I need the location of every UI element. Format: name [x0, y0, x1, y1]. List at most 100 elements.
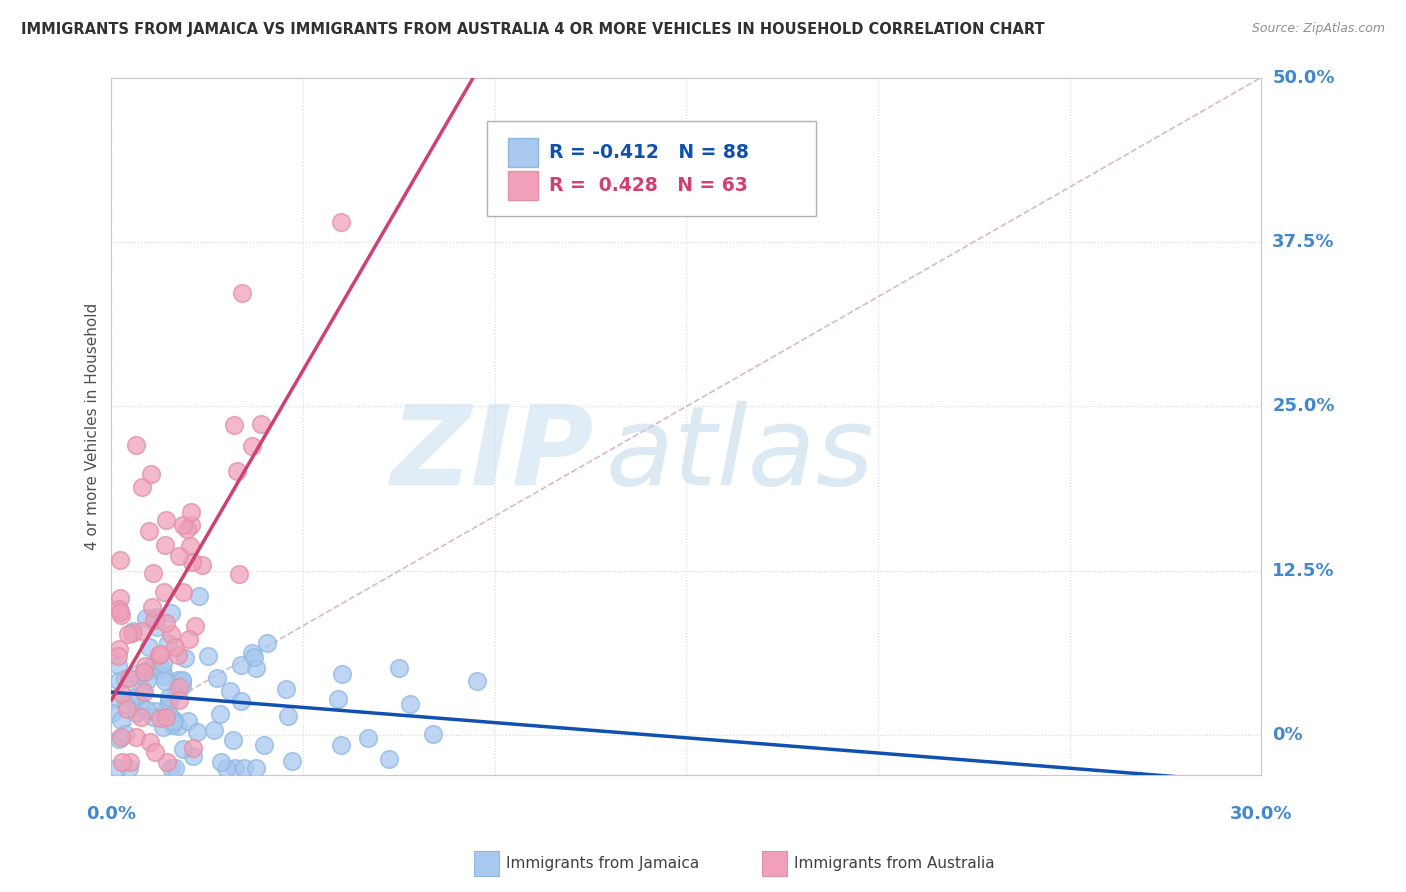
Point: [135, 673, 157, 688]
Point: [218, 684, 240, 698]
Point: [138, 524, 160, 539]
Point: [357, 731, 380, 745]
Point: [160, 717, 183, 731]
Point: [142, 566, 165, 580]
Point: [222, 417, 245, 432]
Point: [156, 755, 179, 769]
Point: [145, 612, 167, 626]
Point: [207, 671, 229, 685]
Point: [172, 741, 194, 756]
Point: [152, 662, 174, 676]
Point: [118, 761, 141, 775]
Y-axis label: 4 or more Vehicles in Household: 4 or more Vehicles in Household: [86, 302, 100, 549]
FancyBboxPatch shape: [488, 120, 817, 216]
Point: [135, 611, 157, 625]
Point: [172, 518, 194, 533]
Point: [167, 549, 190, 564]
Point: [120, 693, 142, 707]
Point: [110, 608, 132, 623]
Point: [131, 681, 153, 696]
Text: IMMIGRANTS FROM JAMAICA VS IMMIGRANTS FROM AUSTRALIA 4 OR MORE VEHICLES IN HOUSE: IMMIGRANTS FROM JAMAICA VS IMMIGRANTS FR…: [21, 22, 1045, 37]
Point: [155, 615, 177, 630]
Point: [172, 585, 194, 599]
Point: [134, 659, 156, 673]
FancyBboxPatch shape: [508, 138, 538, 168]
Point: [111, 755, 134, 769]
Point: [388, 661, 411, 675]
Point: [141, 600, 163, 615]
Text: 50.0%: 50.0%: [1272, 69, 1334, 87]
Point: [240, 439, 263, 453]
Point: [188, 589, 211, 603]
Point: [162, 713, 184, 727]
Text: 30.0%: 30.0%: [1230, 805, 1292, 823]
Point: [118, 671, 141, 685]
Point: [330, 215, 353, 229]
Point: [155, 538, 177, 552]
Point: [155, 513, 177, 527]
Point: [143, 613, 166, 627]
Point: [143, 704, 166, 718]
Point: [125, 706, 148, 720]
Point: [167, 648, 190, 662]
Point: [127, 667, 149, 681]
Point: [135, 703, 157, 717]
Point: [159, 709, 181, 723]
Text: Source: ZipAtlas.com: Source: ZipAtlas.com: [1251, 22, 1385, 36]
Point: [157, 690, 180, 705]
Text: 0.0%: 0.0%: [86, 805, 136, 823]
Point: [117, 702, 139, 716]
Point: [240, 646, 263, 660]
Point: [136, 665, 159, 679]
Point: [111, 687, 134, 701]
Point: [157, 695, 180, 709]
Text: Immigrants from Jamaica: Immigrants from Jamaica: [506, 856, 699, 871]
Point: [138, 640, 160, 655]
Point: [105, 761, 128, 775]
Text: 12.5%: 12.5%: [1272, 562, 1334, 580]
Point: [100, 706, 122, 720]
Point: [110, 730, 132, 744]
Point: [176, 522, 198, 536]
Point: [129, 709, 152, 723]
Point: [228, 567, 250, 582]
Point: [172, 673, 194, 688]
Point: [132, 665, 155, 679]
Point: [108, 605, 131, 619]
Point: [180, 518, 202, 533]
Point: [103, 691, 125, 706]
Point: [277, 709, 299, 723]
Point: [139, 734, 162, 748]
Point: [110, 714, 132, 728]
Point: [165, 761, 187, 775]
Point: [256, 635, 278, 649]
Point: [328, 692, 350, 706]
Point: [157, 636, 180, 650]
Point: [107, 658, 129, 673]
Point: [177, 632, 200, 646]
Point: [211, 755, 233, 769]
Text: 0%: 0%: [1272, 726, 1303, 745]
Point: [233, 761, 256, 775]
Point: [155, 710, 177, 724]
Point: [153, 668, 176, 682]
Point: [181, 749, 204, 764]
Point: [167, 673, 190, 687]
Point: [214, 761, 236, 775]
Point: [398, 697, 420, 711]
Point: [180, 555, 202, 569]
Point: [124, 690, 146, 705]
Point: [166, 719, 188, 733]
Point: [132, 685, 155, 699]
Point: [225, 464, 247, 478]
Point: [253, 738, 276, 752]
Point: [184, 619, 207, 633]
Point: [176, 714, 198, 728]
Point: [378, 752, 401, 766]
Point: [149, 711, 172, 725]
Point: [174, 650, 197, 665]
Text: atlas: atlas: [606, 401, 875, 508]
Point: [125, 730, 148, 744]
Text: ZIP: ZIP: [391, 401, 595, 508]
Point: [114, 727, 136, 741]
